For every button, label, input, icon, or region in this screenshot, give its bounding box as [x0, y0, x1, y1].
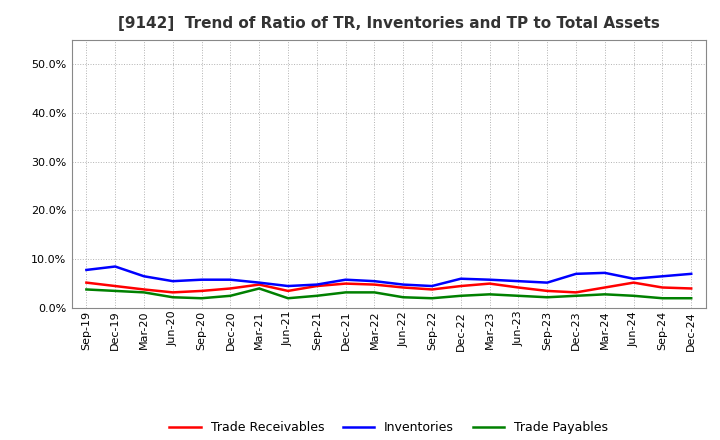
Trade Receivables [140, 287, 148, 292]
Trade Payables [600, 292, 609, 297]
Inventories [456, 276, 465, 281]
Inventories [168, 279, 177, 284]
Inventories [399, 282, 408, 287]
Trade Receivables [255, 282, 264, 287]
Trade Payables [168, 295, 177, 300]
Inventories [485, 277, 494, 282]
Inventories [197, 277, 206, 282]
Trade Payables [140, 290, 148, 295]
Trade Receivables [82, 280, 91, 285]
Trade Receivables [687, 286, 696, 291]
Trade Payables [370, 290, 379, 295]
Trade Payables [629, 293, 638, 298]
Inventories [226, 277, 235, 282]
Trade Payables [543, 295, 552, 300]
Trade Payables [485, 292, 494, 297]
Inventories [572, 271, 580, 276]
Inventories [341, 277, 350, 282]
Trade Receivables [514, 285, 523, 290]
Inventories [284, 283, 292, 289]
Inventories [687, 271, 696, 276]
Trade Payables [82, 287, 91, 292]
Trade Payables [226, 293, 235, 298]
Trade Receivables [399, 285, 408, 290]
Trade Receivables [485, 281, 494, 286]
Trade Receivables [572, 290, 580, 295]
Trade Payables [312, 293, 321, 298]
Inventories [312, 282, 321, 287]
Trade Receivables [111, 283, 120, 289]
Trade Payables [687, 296, 696, 301]
Inventories [428, 283, 436, 289]
Trade Receivables [428, 287, 436, 292]
Trade Receivables [658, 285, 667, 290]
Trade Payables [111, 288, 120, 293]
Trade Payables [341, 290, 350, 295]
Inventories [514, 279, 523, 284]
Trade Payables [255, 286, 264, 291]
Trade Payables [399, 295, 408, 300]
Trade Receivables [543, 288, 552, 293]
Legend: Trade Receivables, Inventories, Trade Payables: Trade Receivables, Inventories, Trade Pa… [164, 416, 613, 439]
Trade Payables [514, 293, 523, 298]
Inventories [140, 274, 148, 279]
Trade Receivables [226, 286, 235, 291]
Trade Payables [572, 293, 580, 298]
Inventories [600, 270, 609, 275]
Inventories [658, 274, 667, 279]
Inventories [82, 267, 91, 272]
Trade Receivables [370, 282, 379, 287]
Inventories [255, 280, 264, 285]
Trade Payables [658, 296, 667, 301]
Trade Payables [197, 296, 206, 301]
Trade Payables [456, 293, 465, 298]
Title: [9142]  Trend of Ratio of TR, Inventories and TP to Total Assets: [9142] Trend of Ratio of TR, Inventories… [118, 16, 660, 32]
Inventories [111, 264, 120, 269]
Trade Receivables [456, 283, 465, 289]
Trade Receivables [168, 290, 177, 295]
Trade Payables [428, 296, 436, 301]
Trade Receivables [600, 285, 609, 290]
Trade Receivables [284, 288, 292, 293]
Trade Receivables [629, 280, 638, 285]
Inventories [370, 279, 379, 284]
Trade Receivables [312, 283, 321, 289]
Line: Trade Payables: Trade Payables [86, 289, 691, 298]
Inventories [629, 276, 638, 281]
Inventories [543, 280, 552, 285]
Line: Trade Receivables: Trade Receivables [86, 282, 691, 293]
Trade Payables [284, 296, 292, 301]
Trade Receivables [341, 281, 350, 286]
Trade Receivables [197, 288, 206, 293]
Line: Inventories: Inventories [86, 267, 691, 286]
